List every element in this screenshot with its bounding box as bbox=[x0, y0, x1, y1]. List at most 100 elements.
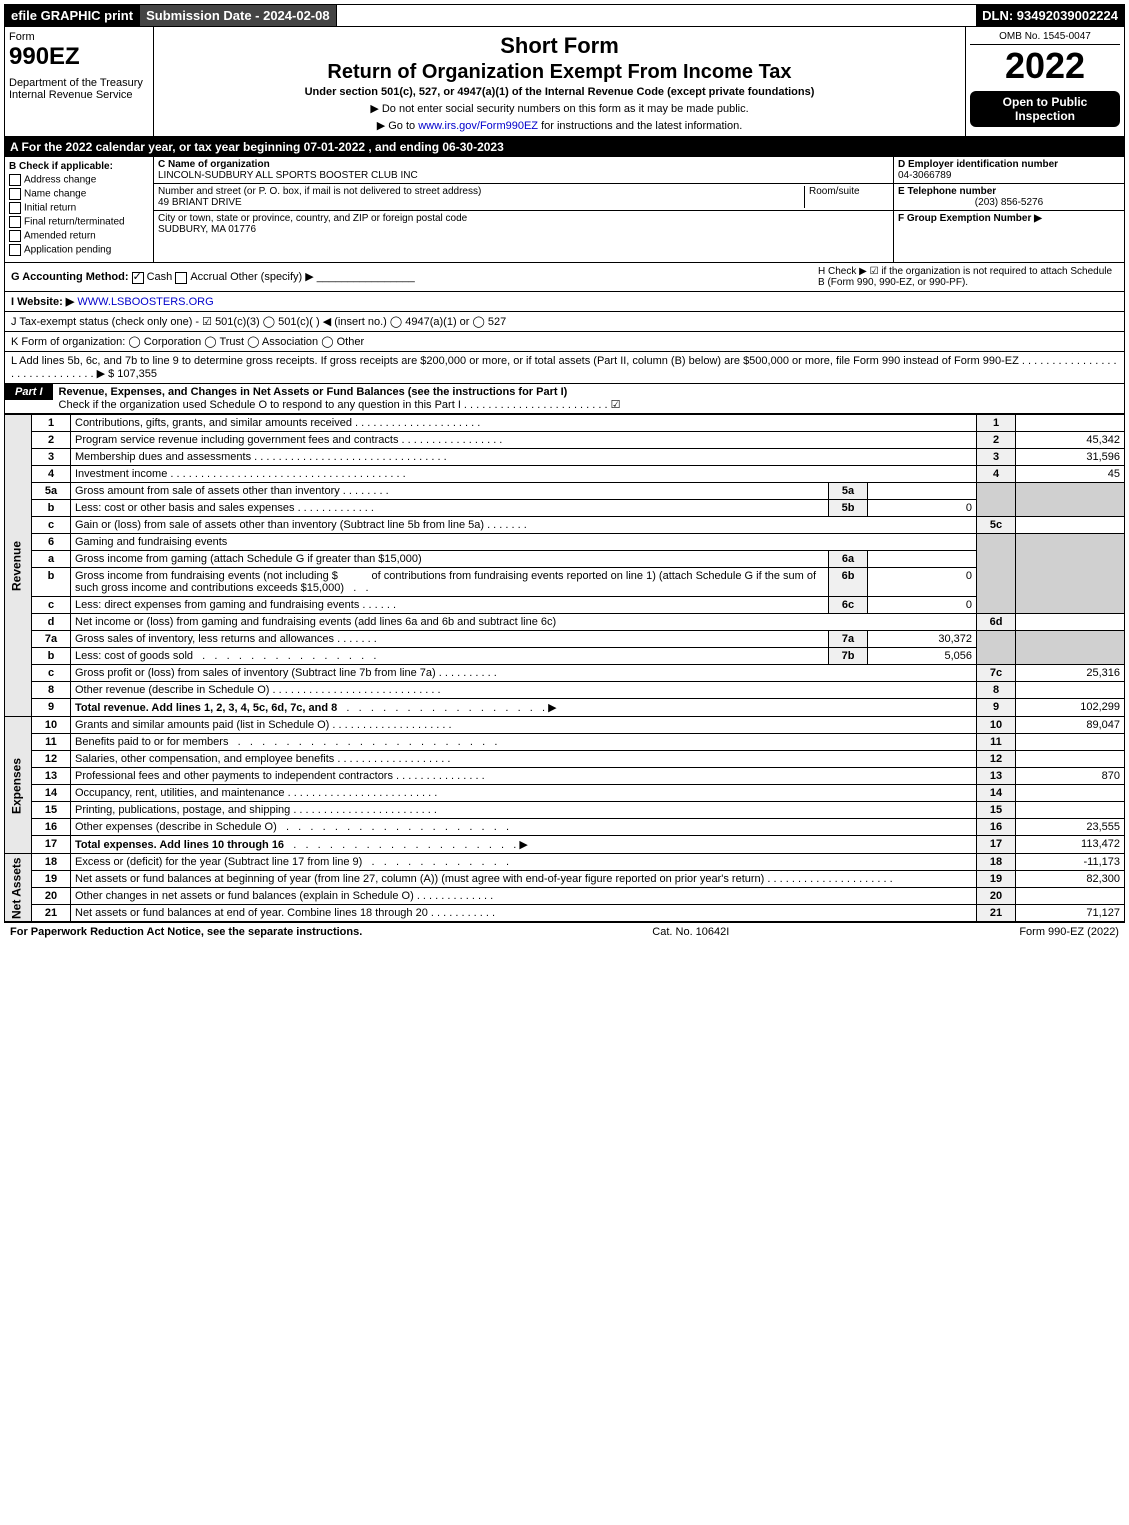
check-final-return[interactable]: Final return/terminated bbox=[9, 216, 149, 228]
rightno-19: 19 bbox=[977, 871, 1016, 888]
rightno-6d: 6d bbox=[977, 614, 1016, 631]
lineno-3: 3 bbox=[32, 449, 71, 466]
lineno-15: 15 bbox=[32, 802, 71, 819]
line-11-desc: Benefits paid to or for members . . . . … bbox=[71, 734, 977, 751]
line-3-desc: Membership dues and assessments . . . . … bbox=[71, 449, 977, 466]
footer-form: Form 990-EZ (2022) bbox=[1019, 926, 1119, 938]
rightno-3: 3 bbox=[977, 449, 1016, 466]
under-section: Under section 501(c), 527, or 4947(a)(1)… bbox=[160, 86, 959, 98]
lineno-9: 9 bbox=[32, 699, 71, 717]
lineno-7b: b bbox=[32, 648, 71, 665]
lineno-5c: c bbox=[32, 517, 71, 534]
line-15-desc: Printing, publications, postage, and shi… bbox=[71, 802, 977, 819]
rightno-4: 4 bbox=[977, 466, 1016, 483]
rightno-13: 13 bbox=[977, 768, 1016, 785]
b-title: B Check if applicable: bbox=[9, 161, 149, 172]
amount-13: 870 bbox=[1016, 768, 1125, 785]
title-short-form: Short Form bbox=[160, 33, 959, 59]
rightno-9: 9 bbox=[977, 699, 1016, 717]
line-10-desc: Grants and similar amounts paid (list in… bbox=[71, 717, 977, 734]
shade-6-amt bbox=[1016, 534, 1125, 614]
amount-11 bbox=[1016, 734, 1125, 751]
line-6-desc: Gaming and fundraising events bbox=[71, 534, 977, 551]
lineno-5b: b bbox=[32, 500, 71, 517]
amount-21: 71,127 bbox=[1016, 905, 1125, 922]
amount-8 bbox=[1016, 682, 1125, 699]
line-14-desc: Occupancy, rent, utilities, and maintena… bbox=[71, 785, 977, 802]
line-6c-desc: Less: direct expenses from gaming and fu… bbox=[71, 597, 829, 614]
part-i-title: Revenue, Expenses, and Changes in Net As… bbox=[59, 386, 568, 398]
title-return: Return of Organization Exempt From Incom… bbox=[160, 61, 959, 84]
rightno-10: 10 bbox=[977, 717, 1016, 734]
rightno-21: 21 bbox=[977, 905, 1016, 922]
line-7c-desc: Gross profit or (loss) from sales of inv… bbox=[71, 665, 977, 682]
g-accrual-check[interactable] bbox=[175, 272, 187, 284]
part-i-check: Check if the organization used Schedule … bbox=[59, 399, 621, 411]
line-5b-desc: Less: cost or other basis and sales expe… bbox=[71, 500, 829, 517]
check-application-pending[interactable]: Application pending bbox=[9, 244, 149, 256]
omb-number: OMB No. 1545-0047 bbox=[970, 31, 1120, 45]
check-address-change[interactable]: Address change bbox=[9, 174, 149, 186]
website-link[interactable]: WWW.LSBOOSTERS.ORG bbox=[77, 296, 213, 308]
line-9-desc: Total revenue. Add lines 1, 2, 3, 4, 5c,… bbox=[71, 699, 977, 717]
row-i: I Website: ▶ WWW.LSBOOSTERS.ORG bbox=[4, 292, 1125, 312]
lineno-5a: 5a bbox=[32, 483, 71, 500]
rightno-18: 18 bbox=[977, 854, 1016, 871]
subval-6a bbox=[868, 551, 977, 568]
line-5a-desc: Gross amount from sale of assets other t… bbox=[71, 483, 829, 500]
subval-5b: 0 bbox=[868, 500, 977, 517]
lineno-16: 16 bbox=[32, 819, 71, 836]
f-group-label: F Group Exemption Number ▶ bbox=[898, 213, 1120, 224]
g-cash-check[interactable] bbox=[132, 272, 144, 284]
lineno-6: 6 bbox=[32, 534, 71, 551]
rightno-8: 8 bbox=[977, 682, 1016, 699]
subbox-7b: 7b bbox=[829, 648, 868, 665]
lineno-6d: d bbox=[32, 614, 71, 631]
row-gh: G Accounting Method: Cash Accrual Other … bbox=[4, 263, 1125, 292]
g-other: Other (specify) ▶ bbox=[230, 271, 314, 283]
amount-14 bbox=[1016, 785, 1125, 802]
form-header: Form 990EZ Department of the Treasury In… bbox=[4, 27, 1125, 137]
rightno-16: 16 bbox=[977, 819, 1016, 836]
header-right: OMB No. 1545-0047 2022 Open to Public In… bbox=[966, 27, 1124, 136]
footer-cat: Cat. No. 10642I bbox=[652, 926, 729, 938]
shade-6 bbox=[977, 534, 1016, 614]
form-number: 990EZ bbox=[9, 43, 149, 71]
irs-link[interactable]: www.irs.gov/Form990EZ bbox=[418, 120, 538, 132]
amount-20 bbox=[1016, 888, 1125, 905]
lineno-6a: a bbox=[32, 551, 71, 568]
rightno-14: 14 bbox=[977, 785, 1016, 802]
line-13-desc: Professional fees and other payments to … bbox=[71, 768, 977, 785]
section-bcdef: B Check if applicable: Address change Na… bbox=[4, 157, 1125, 263]
subval-5a bbox=[868, 483, 977, 500]
subval-6b: 0 bbox=[868, 568, 977, 597]
line-6a-desc: Gross income from gaming (attach Schedul… bbox=[71, 551, 829, 568]
check-initial-return[interactable]: Initial return bbox=[9, 202, 149, 214]
room-suite-label: Room/suite bbox=[804, 186, 889, 208]
subval-6c: 0 bbox=[868, 597, 977, 614]
d-ein-value: 04-3066789 bbox=[898, 170, 1120, 181]
subbox-6c: 6c bbox=[829, 597, 868, 614]
amount-2: 45,342 bbox=[1016, 432, 1125, 449]
page-footer: For Paperwork Reduction Act Notice, see … bbox=[4, 922, 1125, 941]
check-name-change[interactable]: Name change bbox=[9, 188, 149, 200]
lineno-6b: b bbox=[32, 568, 71, 597]
lineno-2: 2 bbox=[32, 432, 71, 449]
city-label: City or town, state or province, country… bbox=[158, 213, 889, 224]
line-7a-desc: Gross sales of inventory, less returns a… bbox=[71, 631, 829, 648]
dept-treasury: Department of the Treasury bbox=[9, 77, 149, 89]
line-1-desc: Contributions, gifts, grants, and simila… bbox=[71, 415, 977, 432]
header-center: Short Form Return of Organization Exempt… bbox=[154, 27, 966, 136]
efile-label[interactable]: efile GRAPHIC print bbox=[5, 5, 140, 26]
e-phone-value: (203) 856-5276 bbox=[898, 197, 1120, 208]
side-netassets: Net Assets bbox=[5, 854, 32, 922]
lineno-20: 20 bbox=[32, 888, 71, 905]
irs-label: Internal Revenue Service bbox=[9, 89, 149, 101]
check-amended-return[interactable]: Amended return bbox=[9, 230, 149, 242]
lineno-19: 19 bbox=[32, 871, 71, 888]
g-label: G Accounting Method: bbox=[11, 271, 129, 283]
lineno-4: 4 bbox=[32, 466, 71, 483]
lineno-18: 18 bbox=[32, 854, 71, 871]
lineno-12: 12 bbox=[32, 751, 71, 768]
lines-table: Revenue 1 Contributions, gifts, grants, … bbox=[4, 414, 1125, 922]
